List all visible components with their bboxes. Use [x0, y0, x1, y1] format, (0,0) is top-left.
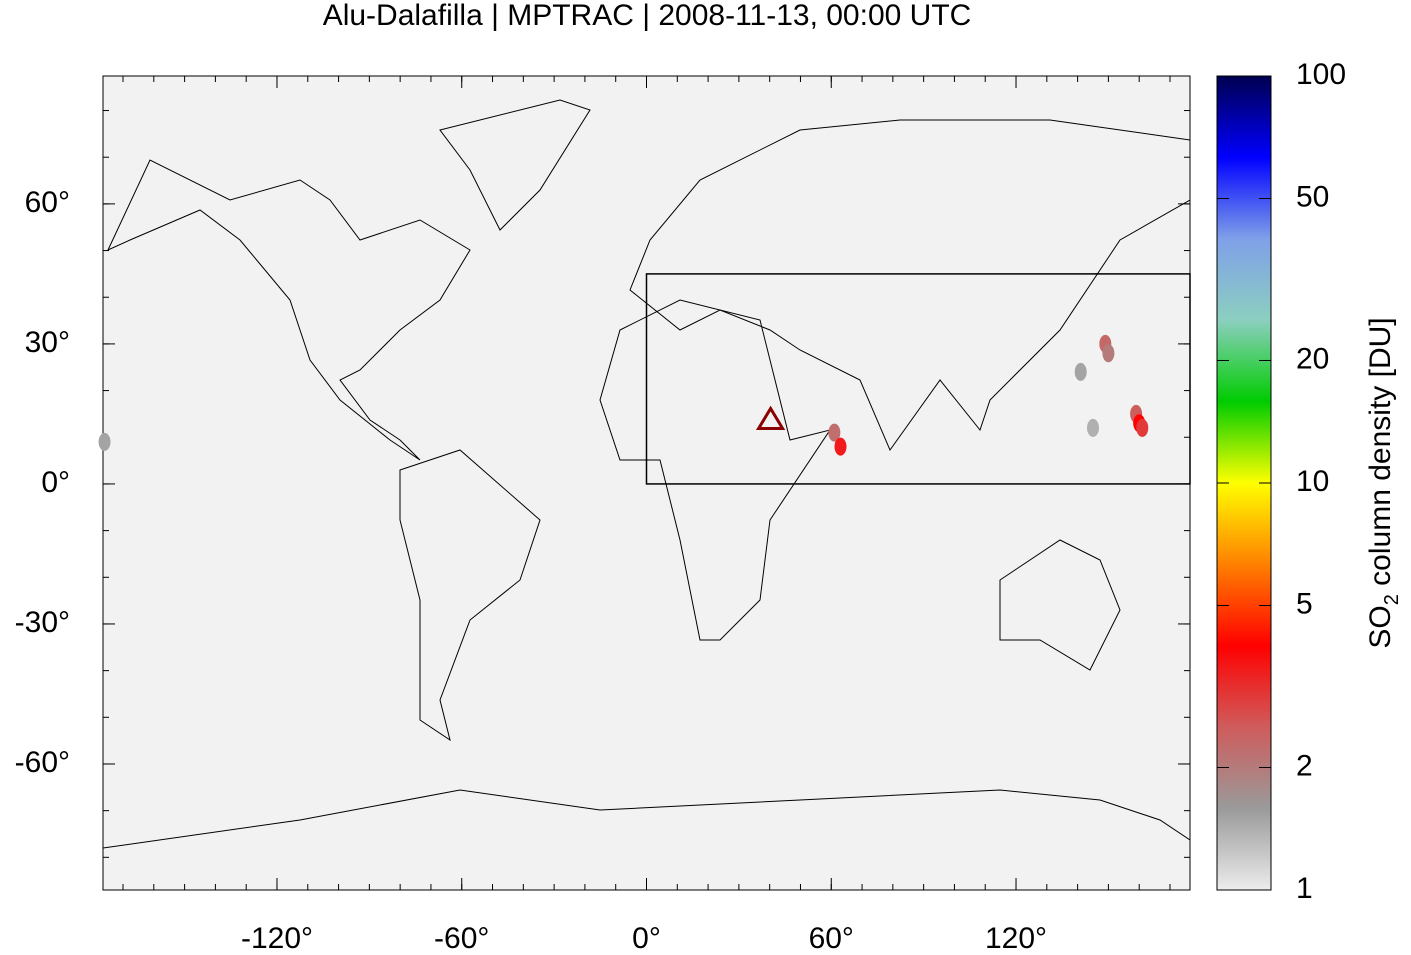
x-tick-label: -60°	[434, 922, 489, 950]
so2-patch	[834, 437, 847, 456]
y-tick-label: -30°	[15, 606, 70, 639]
chart-title: Alu-Dalafilla | MPTRAC | 2008-11-13, 00:…	[323, 0, 972, 32]
so2-patch	[828, 423, 841, 442]
x-tick-label: 120°	[985, 922, 1047, 950]
so2-patch	[1074, 362, 1087, 381]
colorbar-tick-label: 1	[1296, 872, 1313, 905]
region-box	[645, 273, 1191, 485]
y-tick-label: -60°	[15, 746, 70, 779]
volcano-marker	[755, 405, 786, 431]
x-tick-label: 0°	[632, 922, 661, 950]
so2-patch	[1136, 418, 1149, 437]
colorbar-tick-label: 2	[1296, 749, 1313, 782]
x-tick-label: 60°	[809, 922, 854, 950]
colorbar-tick-label: 20	[1296, 342, 1329, 375]
colorbar-tick-label: 5	[1296, 587, 1313, 620]
y-tick-label: 60°	[25, 186, 70, 219]
so2-patch	[1087, 418, 1100, 437]
y-tick-label: 30°	[25, 326, 70, 359]
x-tick-label: -120°	[241, 922, 313, 950]
so2-patch	[98, 432, 111, 451]
y-tick-label: 0°	[41, 466, 70, 499]
colorbar-tick-label: 50	[1296, 180, 1329, 213]
coastlines	[103, 99, 1190, 849]
colorbar-tick-label: 100	[1296, 58, 1346, 91]
so2-patch	[1102, 344, 1115, 363]
colorbar-label: SO2 column density [DU]	[1364, 317, 1403, 648]
colorbar-tick-label: 10	[1296, 465, 1329, 498]
